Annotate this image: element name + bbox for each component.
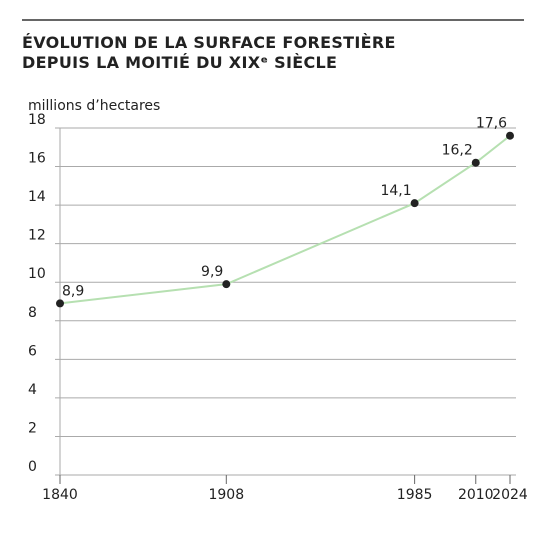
y-tick-label: 6 [28,343,37,359]
value-label: 17,6 [476,116,507,132]
y-tick-label: 4 [28,382,37,398]
y-tick-label: 0 [28,459,37,475]
data-point [410,199,419,208]
value-label: 16,2 [442,143,473,159]
data-point [222,280,231,289]
y-tick-label: 10 [28,266,46,282]
chart-title: ÉVOLUTION DE LA SURFACE FORESTIÈRE [22,33,396,52]
y-tick-label: 2 [28,420,37,436]
x-tick-label: 1985 [397,487,433,503]
value-label: 8,9 [62,283,84,299]
chart-title: DEPUIS LA MOITIÉ DU XIXᵉ SIÈCLE [22,53,337,72]
data-point [506,131,514,140]
y-tick-label: 12 [28,228,46,244]
x-tick-label: 1840 [42,487,78,503]
x-tick-label: 1908 [208,487,244,503]
x-tick-label: 2024 [492,487,528,503]
y-tick-label: 14 [28,189,46,205]
value-label: 14,1 [380,183,411,199]
y-tick-label: 18 [28,112,46,128]
data-line [59,134,511,305]
data-point [56,299,64,308]
y-tick-label: 8 [28,305,37,321]
y-axis-label: millions d’hectares [28,98,160,114]
data-point [471,158,480,167]
x-tick-label: 2010 [458,487,494,503]
value-label: 9,9 [201,264,223,280]
y-tick-label: 16 [28,151,46,167]
